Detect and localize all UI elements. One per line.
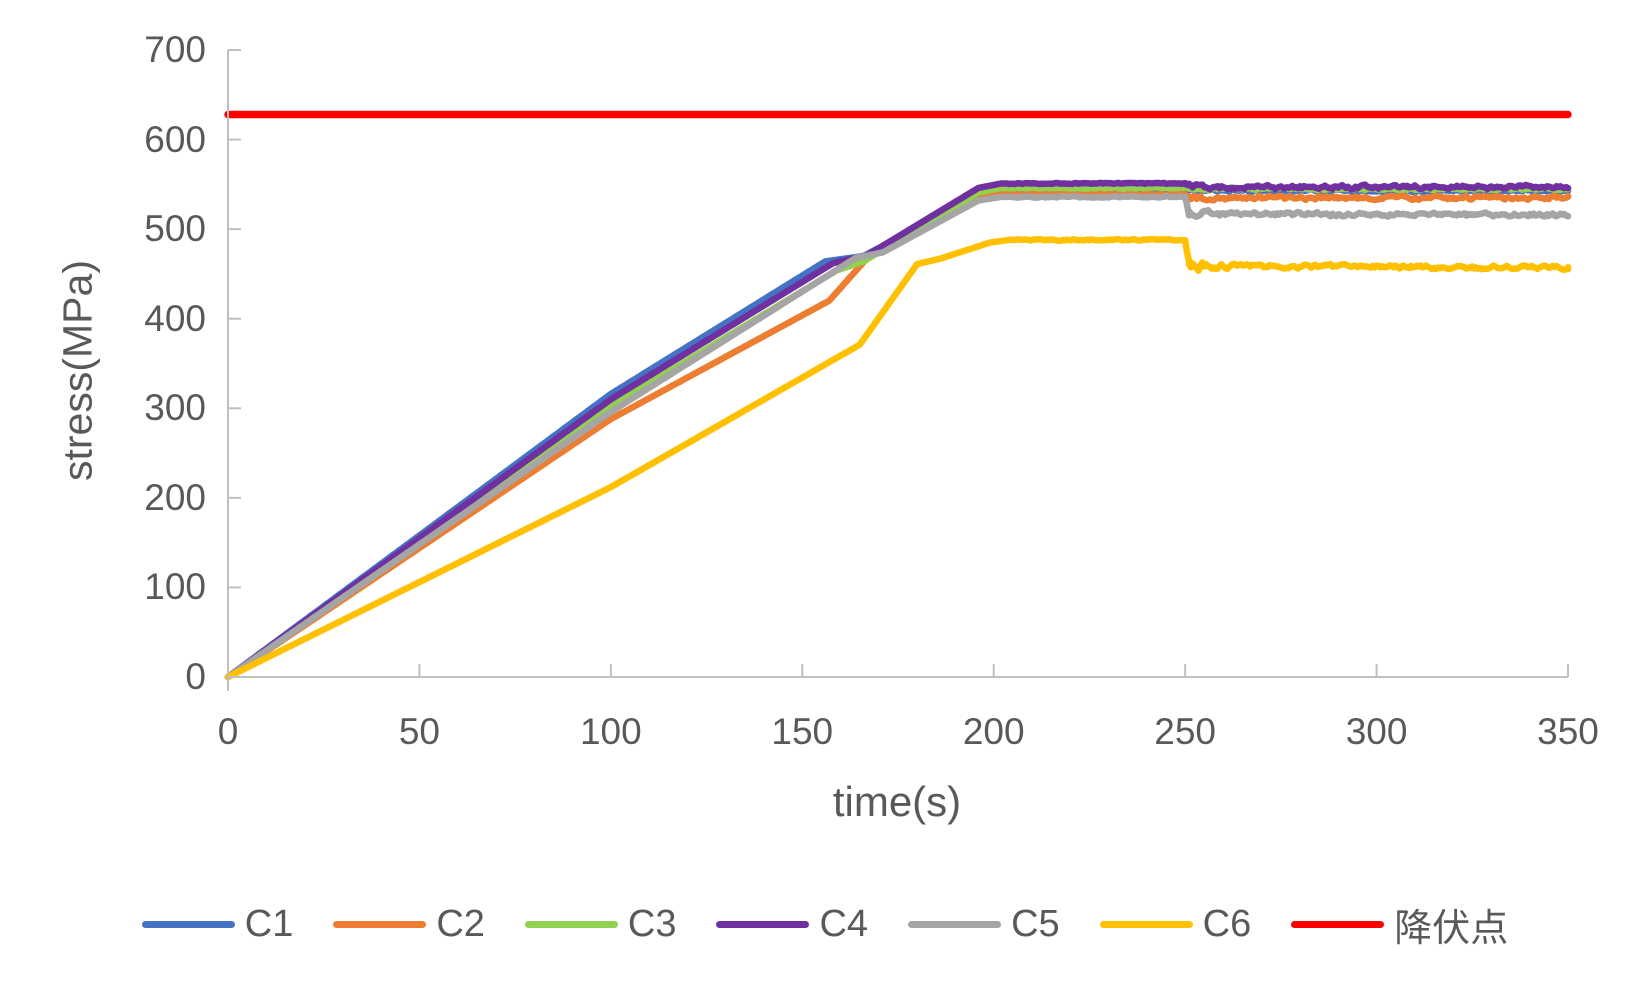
x-tick-label: 200 [962,711,1025,752]
legend-swatch-C1 [141,920,235,928]
series-line-C4 [224,179,1572,681]
series-line-C3 [224,183,1572,681]
axes [227,49,1569,691]
legend-swatch-C2 [333,920,427,928]
x-tick-label: 300 [1345,711,1408,752]
x-tick-label: 350 [1537,711,1599,752]
legend-swatch-C4 [716,920,810,928]
legend-label-C2: C2 [436,902,485,945]
series-line-C1 [224,185,1572,681]
x-tick-label: 250 [1154,711,1216,752]
x-tick-label: 100 [579,711,642,752]
legend-item-C5: C5 [908,903,1060,946]
x-tick-label: 50 [398,711,440,752]
series-line-C5 [224,192,1572,681]
x-tick-label: 150 [771,711,834,752]
legend-item-C1: C1 [141,902,294,946]
y-tick-label: 700 [144,29,206,70]
legend-label-C6: C6 [1202,902,1252,945]
y-tick-label: 100 [144,566,206,608]
legend-label-C5: C5 [1011,902,1060,945]
y-axis-title: stress(MPa) [54,260,101,481]
legend-swatch-C6 [1099,920,1193,928]
series-line-C6 [224,235,1572,681]
legend-swatch-降伏点 [1291,920,1385,928]
legend-swatch-C5 [908,920,1002,928]
legend-label-降伏点: 降伏点 [1394,907,1509,950]
legend-label-C4: C4 [819,902,869,945]
series-lines [224,110,1572,681]
legend-label-C1: C1 [244,902,294,945]
legend: C1 C2 C3 C4 C5 C6 降伏点 [0,896,1650,952]
y-tick-label: 500 [144,208,206,250]
y-tick-label: 300 [144,387,206,429]
legend-item-C3: C3 [524,902,677,946]
x-axis-title: time(s) [832,778,962,825]
y-tick-label: 600 [144,118,206,160]
legend-item-降伏点: 降伏点 [1291,897,1508,952]
y-tick-label: 200 [144,476,206,518]
y-tick-label: 0 [185,656,206,697]
y-tick-label: 400 [144,297,206,339]
legend-label-C3: C3 [627,902,677,945]
x-tick-label: 0 [217,711,239,752]
legend-item-C4: C4 [716,903,868,946]
legend-swatch-C3 [524,920,618,928]
legend-item-C6: C6 [1099,902,1252,946]
legend-item-C2: C2 [333,903,485,946]
